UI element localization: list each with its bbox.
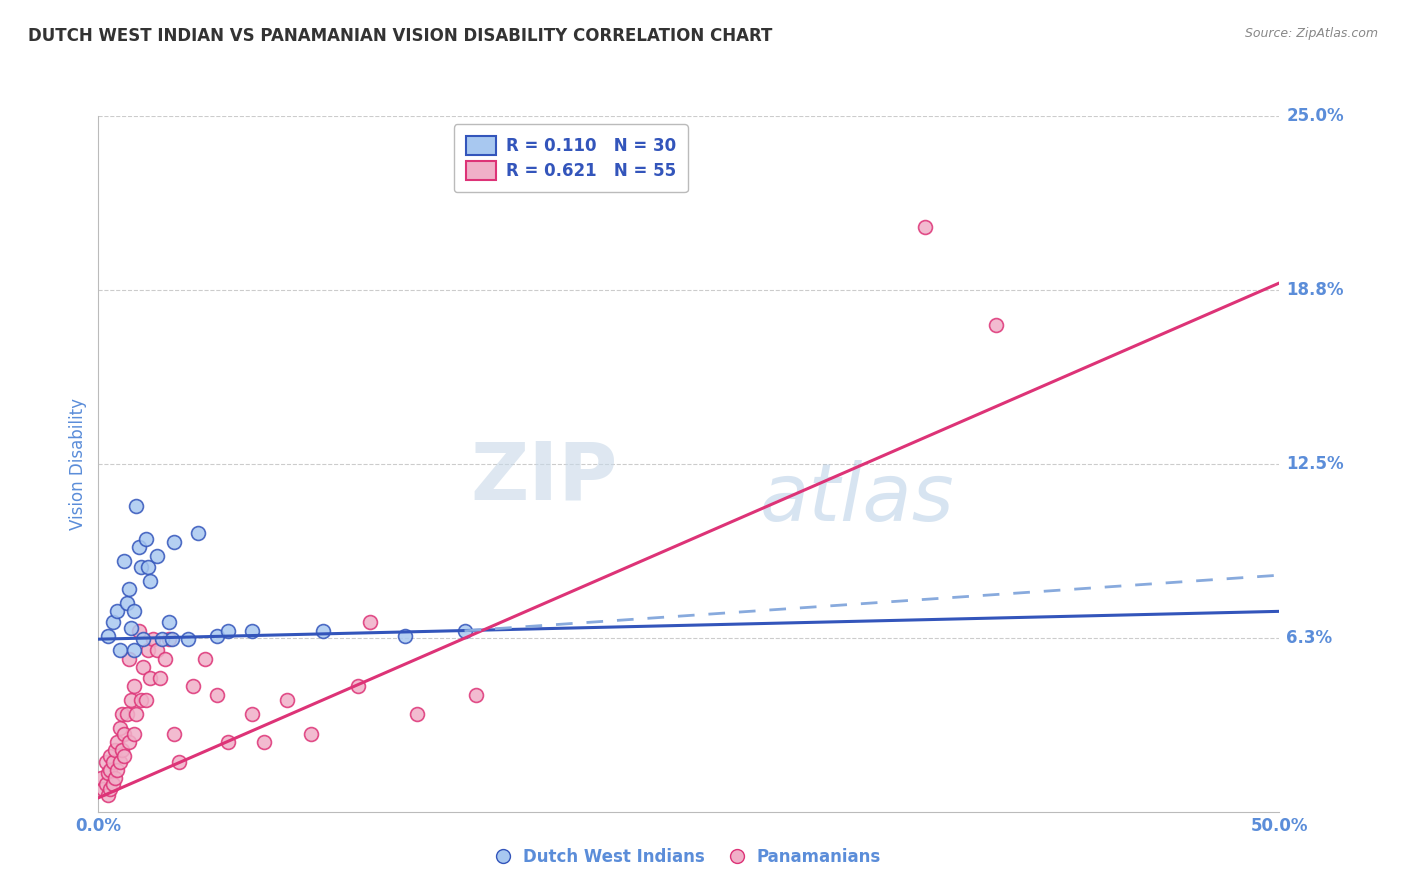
Point bbox=[98, 749, 121, 764]
Point bbox=[97, 765, 120, 780]
Text: DUTCH WEST INDIAN VS PANAMANIAN VISION DISABILITY CORRELATION CHART: DUTCH WEST INDIAN VS PANAMANIAN VISION D… bbox=[28, 27, 772, 45]
Point bbox=[105, 735, 128, 749]
Point bbox=[453, 624, 475, 638]
Point bbox=[136, 643, 159, 657]
Text: 25.0%: 25.0% bbox=[1286, 107, 1344, 125]
Point bbox=[150, 632, 173, 647]
Point bbox=[146, 643, 169, 657]
Point bbox=[115, 596, 138, 610]
Point bbox=[101, 615, 124, 630]
Point bbox=[465, 688, 488, 702]
Point bbox=[205, 688, 228, 702]
Point bbox=[163, 534, 186, 549]
Point bbox=[217, 624, 239, 638]
Point bbox=[122, 604, 145, 618]
Point bbox=[101, 755, 124, 769]
Text: ZIP: ZIP bbox=[471, 439, 619, 516]
Point bbox=[217, 735, 239, 749]
Point bbox=[98, 782, 121, 797]
Point bbox=[111, 707, 134, 722]
Point bbox=[128, 624, 150, 638]
Point bbox=[104, 772, 127, 786]
Point bbox=[136, 559, 159, 574]
Point bbox=[135, 532, 157, 546]
Point bbox=[105, 763, 128, 777]
Point bbox=[406, 707, 429, 722]
Point bbox=[240, 707, 263, 722]
Point bbox=[98, 763, 121, 777]
Point bbox=[157, 632, 180, 647]
Text: atlas: atlas bbox=[759, 459, 955, 538]
Point bbox=[299, 727, 322, 741]
Point bbox=[101, 777, 124, 791]
Point bbox=[105, 604, 128, 618]
Text: 12.5%: 12.5% bbox=[1286, 455, 1344, 473]
Y-axis label: Vision Disability: Vision Disability bbox=[69, 398, 87, 530]
Point bbox=[194, 651, 217, 665]
Point bbox=[118, 735, 141, 749]
Point bbox=[97, 629, 120, 643]
Point bbox=[121, 693, 143, 707]
Point bbox=[112, 749, 135, 764]
Point bbox=[125, 499, 148, 513]
Point bbox=[108, 643, 131, 657]
Point bbox=[104, 743, 127, 757]
Point bbox=[132, 632, 155, 647]
Point bbox=[153, 651, 176, 665]
Point bbox=[142, 632, 165, 647]
Point bbox=[108, 755, 131, 769]
Point bbox=[121, 621, 143, 635]
Point bbox=[115, 707, 138, 722]
Point bbox=[914, 220, 936, 235]
Point bbox=[118, 582, 141, 596]
Text: 6.3%: 6.3% bbox=[1286, 629, 1333, 647]
Point bbox=[253, 735, 276, 749]
Point bbox=[125, 707, 148, 722]
Point bbox=[132, 660, 155, 674]
Point bbox=[122, 643, 145, 657]
Point bbox=[149, 671, 172, 685]
Point bbox=[97, 788, 120, 802]
Point bbox=[359, 615, 381, 630]
Point bbox=[139, 671, 162, 685]
Point bbox=[181, 680, 204, 694]
Point bbox=[122, 727, 145, 741]
Point bbox=[108, 721, 131, 735]
Point bbox=[91, 782, 114, 797]
Point bbox=[240, 624, 263, 638]
Legend: Dutch West Indians, Panamanians: Dutch West Indians, Panamanians bbox=[491, 842, 887, 873]
Text: Source: ZipAtlas.com: Source: ZipAtlas.com bbox=[1244, 27, 1378, 40]
Point bbox=[112, 727, 135, 741]
Point bbox=[135, 693, 157, 707]
Point bbox=[187, 526, 209, 541]
Point bbox=[276, 693, 298, 707]
Point bbox=[160, 632, 183, 647]
Point bbox=[139, 574, 162, 588]
Point bbox=[347, 680, 370, 694]
Point bbox=[157, 615, 180, 630]
Point bbox=[129, 693, 152, 707]
Point bbox=[129, 559, 152, 574]
Point bbox=[94, 755, 117, 769]
Point bbox=[128, 541, 150, 555]
Point bbox=[984, 318, 1007, 332]
Point bbox=[94, 777, 117, 791]
Point bbox=[122, 680, 145, 694]
Point bbox=[163, 727, 186, 741]
Point bbox=[177, 632, 200, 647]
Point bbox=[312, 624, 335, 638]
Point bbox=[167, 755, 190, 769]
Point bbox=[146, 549, 169, 563]
Point bbox=[394, 629, 416, 643]
Point bbox=[118, 651, 141, 665]
Text: 18.8%: 18.8% bbox=[1286, 281, 1344, 299]
Point bbox=[90, 772, 112, 786]
Point bbox=[205, 629, 228, 643]
Point bbox=[112, 554, 135, 568]
Point bbox=[111, 743, 134, 757]
